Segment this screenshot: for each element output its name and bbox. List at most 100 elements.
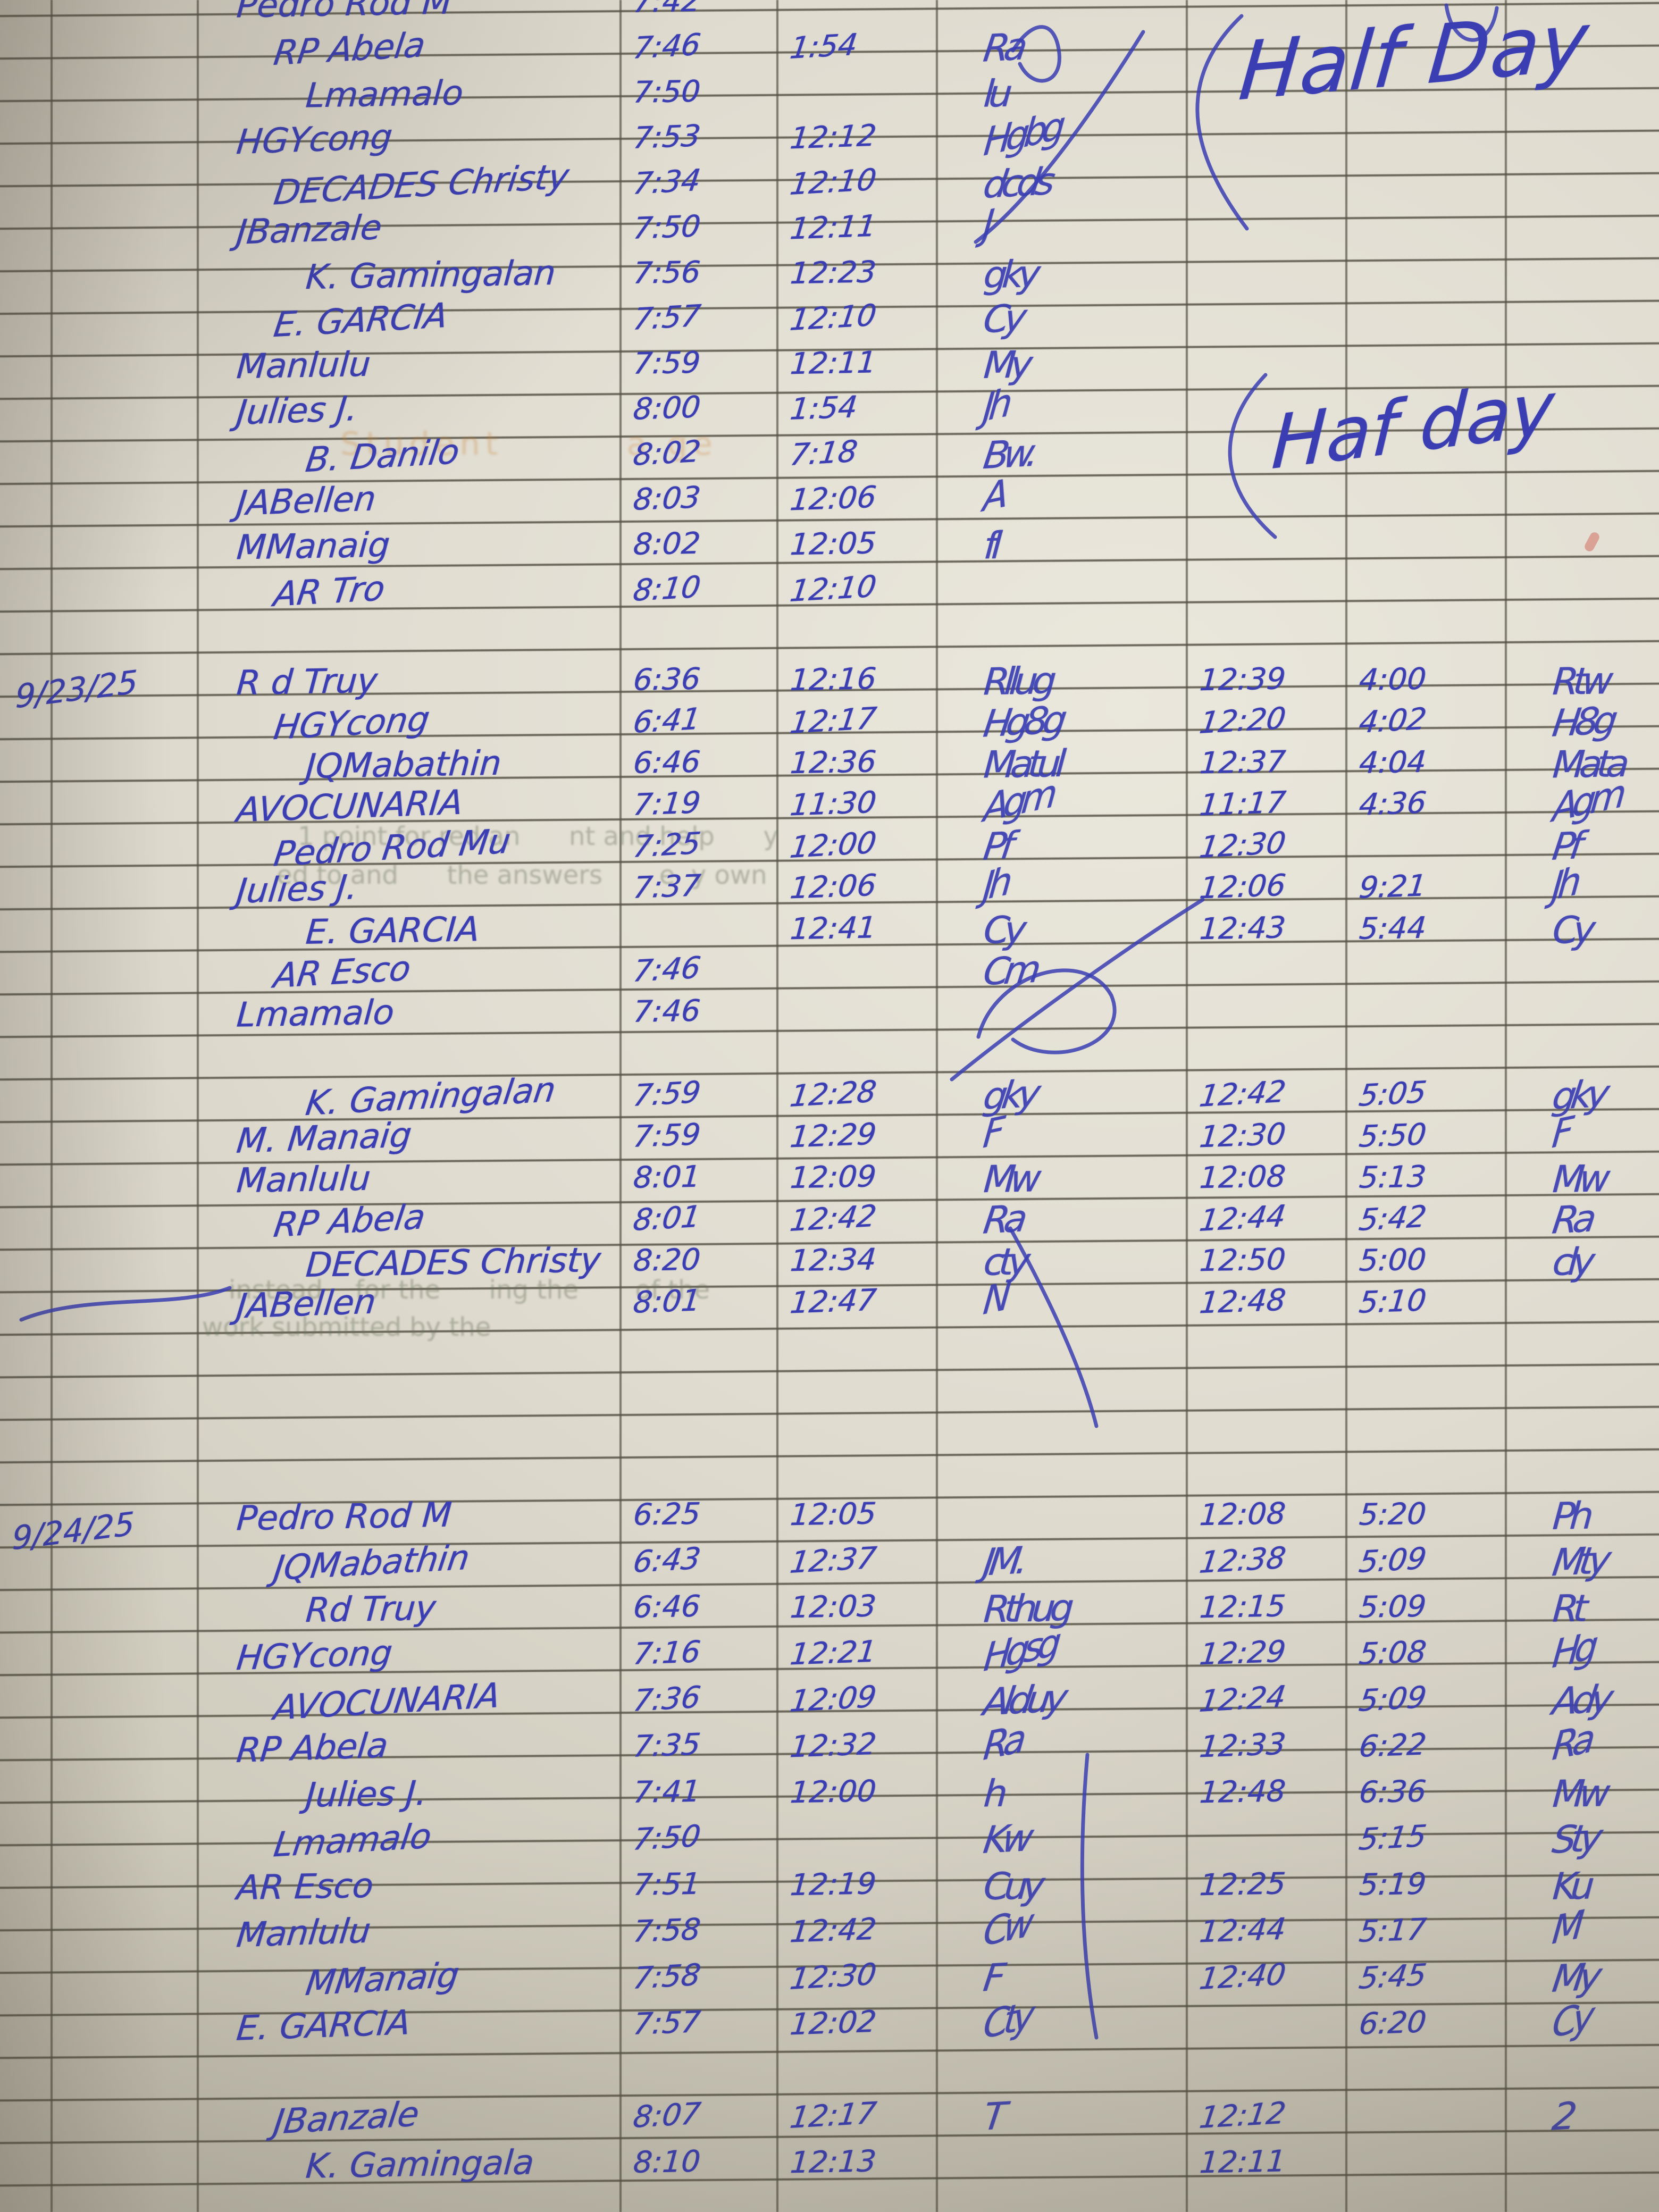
employee-name: Julies J. <box>234 389 360 433</box>
time-in-morning: 7:57 <box>631 298 703 338</box>
time-out-afternoon: 9:21 <box>1357 868 1428 906</box>
time-in-afternoon <box>1186 402 1200 403</box>
time-out-noon: 1:54 <box>788 390 859 427</box>
time-in-afternoon <box>1186 1046 1200 1047</box>
log-row: Pedro Rod M 6:25 12:05 12:08 5:20 Ph <box>0 1494 1659 1543</box>
employee-name: K. Gamingalan <box>303 1070 558 1124</box>
signature-morning: Cuy <box>982 1864 1041 1909</box>
signature-afternoon: M <box>1550 1902 1581 1954</box>
date-cell <box>0 994 199 997</box>
time-in-afternoon: 12:12 <box>1197 2096 1288 2136</box>
signature-afternoon: Mw <box>1551 1157 1606 1202</box>
date-cell <box>0 255 199 258</box>
date-cell <box>0 1497 199 1500</box>
time-in-afternoon: 12:48 <box>1197 1283 1287 1321</box>
signature-morning: Cw <box>981 1900 1031 1956</box>
time-out-noon: 12:05 <box>789 1496 877 1533</box>
signature-morning: Ra <box>981 24 1025 71</box>
time-out-afternoon: 5:09 <box>1358 1589 1428 1625</box>
time-in-morning: 7:42 <box>632 0 702 20</box>
time-out-noon: 12:36 <box>789 744 877 781</box>
time-out-noon: 12:06 <box>788 868 878 906</box>
signature-afternoon <box>1505 85 1553 86</box>
signature-afternoon <box>1505 446 1553 448</box>
date-cell <box>0 1160 199 1163</box>
time-in-morning: 7:59 <box>631 1117 702 1154</box>
signature-morning: My <box>982 342 1029 387</box>
employee-name: AR Esco <box>271 949 413 996</box>
time-out-noon: 12:02 <box>788 2004 878 2042</box>
date-cell <box>0 1589 199 1593</box>
date-cell <box>0 74 199 78</box>
log-row: Manlulu 7:59 12:11 My <box>0 342 1659 391</box>
signature-afternoon: F <box>1549 1108 1571 1158</box>
signature-afternoon <box>1505 2063 1553 2064</box>
time-in-afternoon: 12:11 <box>1198 2144 1287 2181</box>
time-out-noon: 12:10 <box>787 569 878 609</box>
time-out-afternoon: 5:15 <box>1356 1819 1429 1858</box>
signature-afternoon: Rtw <box>1551 659 1610 704</box>
time-out-noon: 12:09 <box>789 1159 877 1196</box>
date-cell <box>0 481 199 484</box>
signature-morning: Cy <box>981 296 1024 342</box>
time-out-afternoon <box>1345 175 1359 176</box>
time-out-afternoon: 5:13 <box>1358 1159 1428 1195</box>
log-row: M. Manaig 7:59 12:29 F 12:30 5:50 F <box>0 1109 1659 1161</box>
time-out-noon: 12:37 <box>787 1540 878 1581</box>
date-cell <box>0 1284 199 1287</box>
employee-name: Manlulu <box>235 345 372 387</box>
column-line-am-out <box>936 0 938 2212</box>
time-in-morning: 8:02 <box>631 434 703 473</box>
time-out-afternoon: 5:09 <box>1356 1680 1429 1719</box>
signature-afternoon <box>1505 488 1552 498</box>
time-in-afternoon: 12:08 <box>1198 1159 1287 1196</box>
employee-name: RP Abela <box>234 1725 390 1771</box>
signature-afternoon: Cy <box>1550 1993 1592 2047</box>
date-cell <box>0 436 199 439</box>
signature-morning: Hg8g <box>981 698 1065 746</box>
signature-morning: Ra <box>981 1716 1024 1770</box>
log-row: DECADES Christy 7:34 12:10 dcds <box>0 157 1659 213</box>
signature-morning: Alduy <box>981 1675 1066 1724</box>
time-in-morning: 8:20 <box>632 1242 702 1278</box>
time-in-afternoon <box>1186 311 1200 312</box>
log-row: JQMabathin 6:46 12:36 Matul 12:37 4:04 M… <box>0 742 1659 787</box>
time-in-morning: 7:53 <box>631 119 702 156</box>
time-out-afternoon: 4:02 <box>1356 701 1429 741</box>
time-out-afternoon: 5:05 <box>1356 1075 1429 1114</box>
time-in-morning <box>619 1046 633 1047</box>
date-cell <box>0 1636 199 1639</box>
time-in-morning: 7:34 <box>631 163 703 202</box>
time-out-noon: 12:05 <box>789 526 877 563</box>
signature-morning: Kw <box>981 1815 1031 1863</box>
employee-name: E. GARCIA <box>271 296 450 346</box>
log-row: AR Esco 7:46 Cm <box>0 947 1659 996</box>
date-cell <box>0 2098 199 2101</box>
time-out-noon: 12:19 <box>789 1866 877 1903</box>
employee-name: JABellen <box>234 479 378 524</box>
signature-afternoon: cly <box>1551 1239 1591 1284</box>
time-out-noon: 12:12 <box>788 118 878 156</box>
log-row: K. Gamingalan 7:56 12:23 gky <box>0 252 1659 300</box>
employee-name: HGYcong <box>234 117 395 163</box>
log-row: JQMabathin 6:43 12:37 JM. 12:38 5:09 Mty <box>0 1538 1659 1589</box>
time-out-afternoon: 5:17 <box>1357 1912 1428 1949</box>
time-in-morning: 7:50 <box>631 209 702 246</box>
employee-name: R d Truy <box>235 661 379 703</box>
signature-afternoon: H8g <box>1549 698 1615 745</box>
time-in-morning: 6:41 <box>631 701 703 741</box>
time-in-morning: 8:02 <box>632 526 702 562</box>
date-cell <box>0 1728 199 1731</box>
column-line-pm-in <box>1345 0 1347 2212</box>
time-in-morning: 7:46 <box>631 950 703 990</box>
time-out-noon: 12:41 <box>789 910 877 947</box>
log-row: JABellen 8:03 12:06 A <box>0 471 1659 526</box>
time-out-afternoon: 4:00 <box>1358 661 1428 698</box>
log-row <box>0 1035 1659 1077</box>
date-cell <box>0 1543 199 1546</box>
employee-name: E. GARCIA <box>304 910 481 952</box>
time-out-noon: 12:11 <box>788 208 878 247</box>
employee-name: Lmamalo <box>271 1816 434 1865</box>
date-cell <box>0 869 199 873</box>
log-row: E. GARCIA 12:41 Cy 12:43 5:44 Cy <box>0 908 1659 952</box>
